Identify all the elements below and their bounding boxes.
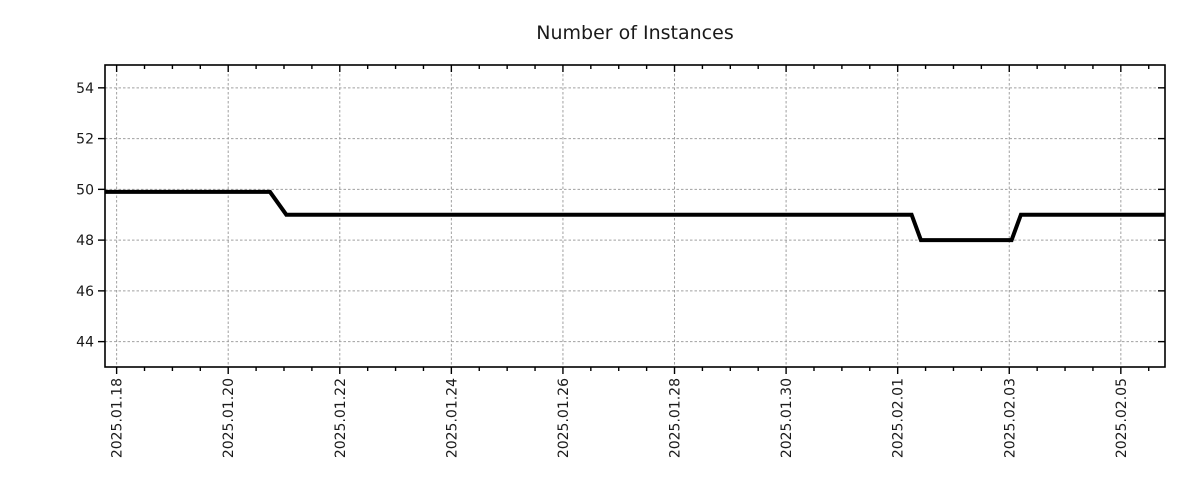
x-tick-label: 2025.01.24 — [444, 378, 460, 458]
x-tick-label: 2025.01.18 — [110, 378, 126, 458]
x-tick-label: 2025.01.30 — [779, 378, 795, 458]
y-tick-label: 50 — [76, 182, 94, 198]
x-tick-label: 2025.01.26 — [556, 378, 572, 458]
x-tick-label: 2025.02.05 — [1114, 378, 1130, 458]
tick-layer — [98, 65, 1165, 374]
chart-title: Number of Instances — [536, 22, 733, 44]
series-layer — [105, 189, 1165, 243]
x-tick-label: 2025.02.01 — [891, 378, 907, 458]
data-series-line — [105, 189, 1165, 243]
x-tick-label: 2025.02.03 — [1002, 378, 1018, 458]
y-tick-label: 46 — [76, 284, 94, 300]
y-tick-label: 54 — [76, 81, 94, 97]
label-layer: 44 46 48 50 52 54 2025.01.18 2025.01.20 2025.01.… — [76, 81, 1130, 458]
y-tick-label: 44 — [76, 335, 94, 351]
x-tick-label: 2025.01.28 — [668, 378, 684, 458]
x-tick-label: 2025.01.22 — [333, 378, 349, 458]
x-tick-label: 2025.01.20 — [221, 378, 237, 458]
y-tick-label: 52 — [76, 132, 94, 148]
y-tick-label: 48 — [76, 233, 94, 249]
grid-layer — [105, 65, 1165, 367]
